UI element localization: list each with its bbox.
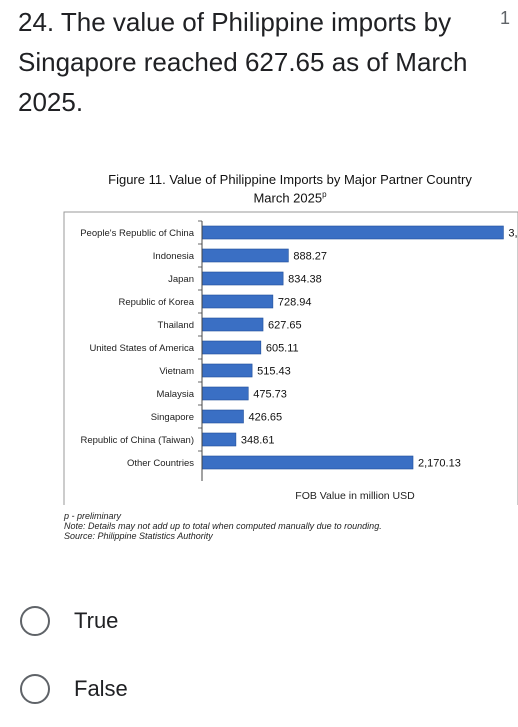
data-label: 728.94 <box>278 297 312 309</box>
figure-subtitle: March 2025p <box>60 187 518 205</box>
category-label: Malaysia <box>157 389 195 400</box>
option-true[interactable]: True <box>20 606 118 636</box>
chart-frame <box>63 211 518 505</box>
note-source: Source: Philippine Statistics Authority <box>64 531 213 541</box>
bar <box>201 248 289 263</box>
figure-subtitle-sup: p <box>322 190 327 199</box>
imports-bar-chart: People's Republic of China 3,100.0 Indones… <box>63 211 518 505</box>
x-axis-label: FOB Value in million USD <box>295 490 415 502</box>
bar <box>201 271 284 286</box>
bar <box>201 363 253 378</box>
bar <box>201 455 414 470</box>
data-label: 515.43 <box>257 366 291 378</box>
figure-notes: p - preliminary Note: Details may not ad… <box>64 511 382 541</box>
data-label: 834.38 <box>288 274 322 286</box>
category-label: People's Republic of China <box>80 228 194 239</box>
figure-title: Figure 11. Value of Philippine Imports b… <box>108 172 472 187</box>
option-false-label: False <box>74 676 128 701</box>
bar <box>201 340 262 355</box>
category-label: Other Countries <box>127 458 194 469</box>
category-label: Vietnam <box>159 366 194 377</box>
question-text: 24. The value of Philippine imports by S… <box>18 7 468 117</box>
data-label: 475.73 <box>253 389 287 401</box>
category-label: Republic of Korea <box>118 297 194 308</box>
category-label: Indonesia <box>153 251 195 262</box>
data-label: 3,100.0 <box>508 228 518 240</box>
data-label: 888.27 <box>293 251 327 263</box>
category-label: Japan <box>168 274 194 285</box>
data-label: 2,170.13 <box>418 458 461 470</box>
category-label: United States of America <box>89 343 194 354</box>
option-true-label: True <box>74 608 119 633</box>
bar <box>201 409 244 424</box>
data-label: 426.65 <box>248 412 282 424</box>
radio-false-icon[interactable] <box>20 674 50 704</box>
question-points: 1 <box>499 8 510 28</box>
note-preliminary: p - preliminary <box>64 511 122 521</box>
figure-subtitle-text: March 2025 <box>253 190 323 206</box>
bar <box>201 386 249 401</box>
data-label: 605.11 <box>266 343 299 355</box>
option-false[interactable]: False <box>20 674 128 704</box>
bar <box>201 317 264 332</box>
category-label: Republic of China (Taiwan) <box>80 435 194 446</box>
bar <box>201 225 504 240</box>
data-label: 627.65 <box>268 320 302 332</box>
bar <box>201 432 237 447</box>
category-label: Thailand <box>158 320 194 331</box>
data-label: 348.61 <box>241 435 275 447</box>
category-label: Singapore <box>151 412 194 423</box>
radio-true-icon[interactable] <box>20 606 50 636</box>
bar <box>201 294 274 309</box>
note-rounding: Note: Details may not add up to total wh… <box>64 521 382 531</box>
